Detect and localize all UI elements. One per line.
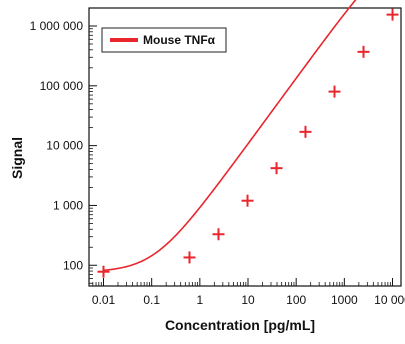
- x-tick-label: 1000: [331, 293, 358, 307]
- data-point: [386, 8, 399, 21]
- data-point: [241, 194, 254, 207]
- data-points-layer: [97, 8, 399, 278]
- data-point: [212, 228, 225, 241]
- y-tick-label: 100: [63, 258, 83, 272]
- data-point: [328, 85, 341, 98]
- x-tick-label: 1: [196, 293, 203, 307]
- y-tick-label: 1 000: [53, 198, 83, 212]
- y-axis-title: Signal: [9, 137, 25, 179]
- x-tick-label: 10 000: [374, 293, 405, 307]
- x-tick-label: 0.1: [143, 293, 160, 307]
- plot-frame: [88, 7, 402, 287]
- x-tick-label: 100: [286, 293, 306, 307]
- y-tick-label: 10 000: [46, 139, 83, 153]
- x-axis-title: Concentration [pg/mL]: [165, 317, 315, 333]
- x-tick-label: 0.01: [92, 293, 116, 307]
- data-point: [357, 45, 370, 58]
- x-tick-label: 10: [241, 293, 255, 307]
- fit-curve: [103, 0, 357, 272]
- legend: Mouse TNFα: [101, 27, 227, 53]
- fit-curve-layer: [103, 0, 357, 272]
- data-point: [299, 125, 312, 138]
- axes: 0.01 0.1 1 10 100 1000 10 000 100 1 000 10 000 100…: [30, 7, 405, 307]
- legend-label: Mouse TNFα: [143, 33, 216, 47]
- data-point: [97, 265, 110, 278]
- y-tick-label: 100 000: [40, 79, 84, 93]
- data-point: [270, 162, 283, 175]
- y-tick-label: 1 000 000: [30, 19, 84, 33]
- data-point: [183, 251, 196, 264]
